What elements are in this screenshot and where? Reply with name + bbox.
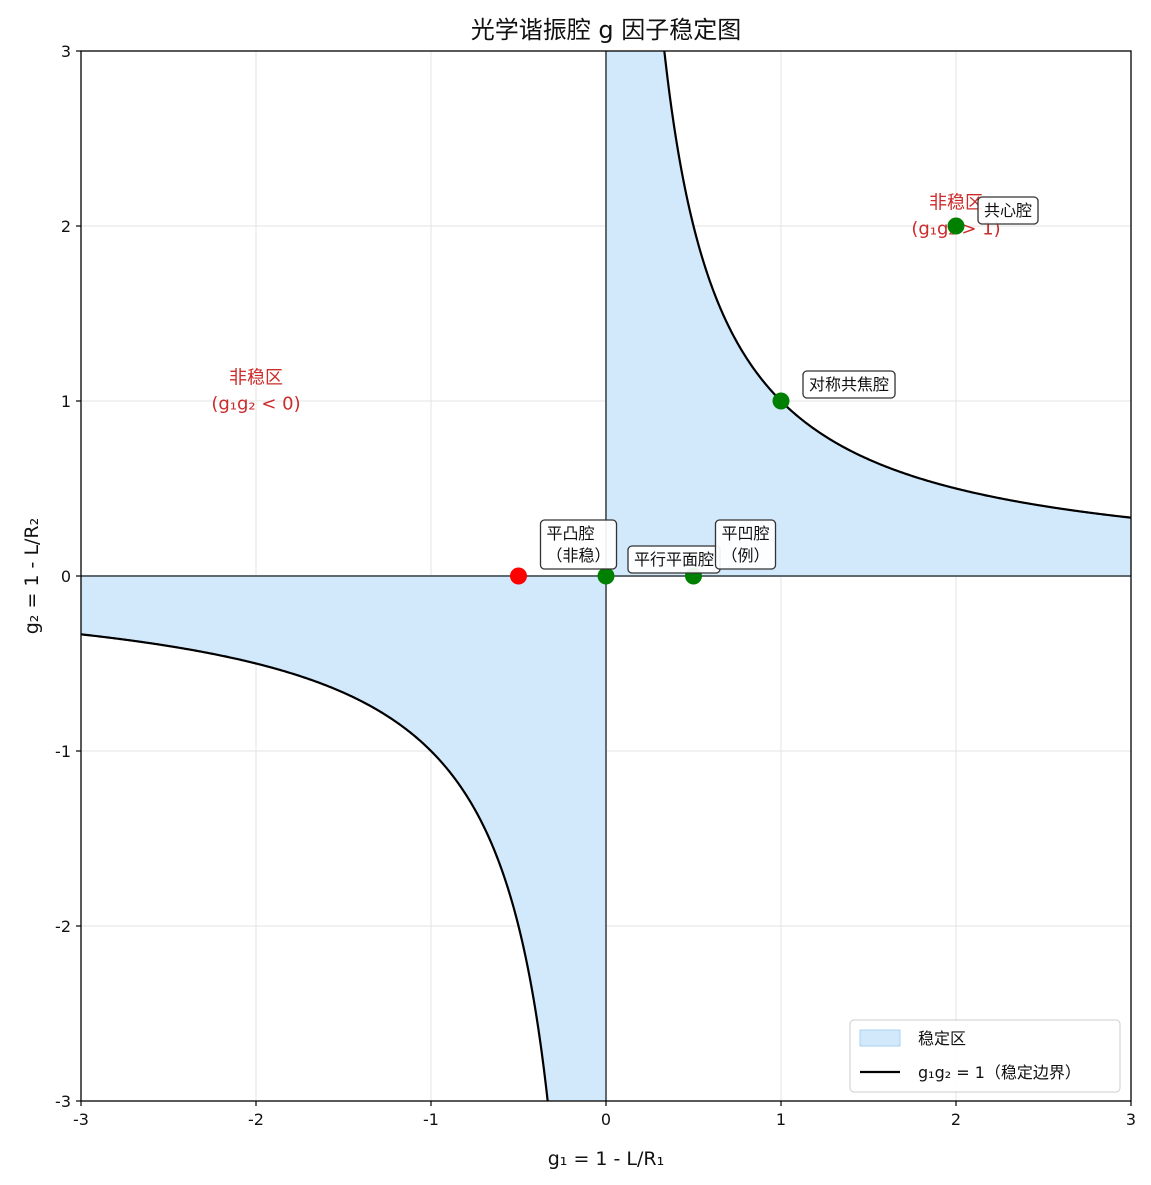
- x-tick-label: 2: [951, 1110, 961, 1129]
- stable-region: [81, 51, 1131, 1101]
- annotation-text: 平凸腔（非稳）: [547, 524, 611, 565]
- y-tick-label: -1: [55, 742, 71, 761]
- data-point: [772, 392, 790, 410]
- y-tick-label: 1: [61, 392, 71, 411]
- point-annotation: 平凹腔（例）: [714, 519, 777, 570]
- chart-title: 光学谐振腔 g 因子稳定图: [471, 16, 742, 44]
- annotation-text: 平凹腔（例）: [722, 524, 770, 565]
- annotation-text: 平行平面腔: [634, 550, 714, 569]
- point-annotation: 平凸腔（非稳）: [539, 519, 618, 570]
- y-tick-label: -2: [55, 917, 71, 936]
- data-point: [597, 567, 615, 585]
- point-annotation: 平行平面腔: [627, 545, 721, 574]
- boundary-curve-positive: [663, 51, 1131, 519]
- x-tick-label: 0: [601, 1110, 611, 1129]
- boundary-curves: [81, 51, 1131, 1101]
- y-tick-label: 0: [61, 567, 71, 586]
- x-tick-label: 1: [776, 1110, 786, 1129]
- legend-fill-swatch: [859, 1029, 901, 1047]
- data-point: [947, 217, 965, 235]
- annotation-box: [714, 519, 777, 570]
- point-annotation: 共心腔: [977, 196, 1039, 225]
- data-points: [510, 217, 965, 585]
- legend-label-stable: 稳定区: [918, 1029, 966, 1048]
- x-tick-label: -3: [73, 1110, 89, 1129]
- legend-label-boundary: g₁g₂ = 1（稳定边界）: [918, 1063, 1081, 1082]
- y-tick-label: 3: [61, 42, 71, 61]
- x-tick-label: 3: [1126, 1110, 1136, 1129]
- annotation-text: 对称共焦腔: [809, 375, 889, 394]
- annotation-box: [802, 370, 896, 399]
- annotation-box: [977, 196, 1039, 225]
- y-axis-label: g₂ = 1 - L/R₂: [21, 518, 43, 635]
- legend-box: [849, 1019, 1121, 1093]
- stable-region-q3: [81, 576, 606, 1101]
- y-tick-label: -3: [55, 1092, 71, 1111]
- boundary-curve-negative: [81, 633, 549, 1101]
- x-axis-label: g₁ = 1 - L/R₁: [548, 1148, 665, 1170]
- axis-ticks: -3 -2 -1 0 1 2 3 -3 -2 -1 0 1 2 3: [55, 42, 1136, 1129]
- point-annotation: 对称共焦腔: [802, 370, 896, 399]
- data-point: [510, 567, 527, 585]
- stable-region-q1: [606, 51, 1131, 576]
- annotation-box: [539, 519, 618, 570]
- annotation-text: 共心腔: [984, 201, 1032, 220]
- region-labels: 非稳区(g₁g₂ > 1)非稳区(g₁g₂ < 0): [211, 193, 1000, 415]
- y-tick-label: 2: [61, 217, 71, 236]
- region-label: 非稳区(g₁g₂ < 0): [211, 368, 300, 415]
- legend: 稳定区 g₁g₂ = 1（稳定边界）: [849, 1019, 1121, 1093]
- x-tick-label: -1: [423, 1110, 439, 1129]
- x-tick-label: -2: [248, 1110, 264, 1129]
